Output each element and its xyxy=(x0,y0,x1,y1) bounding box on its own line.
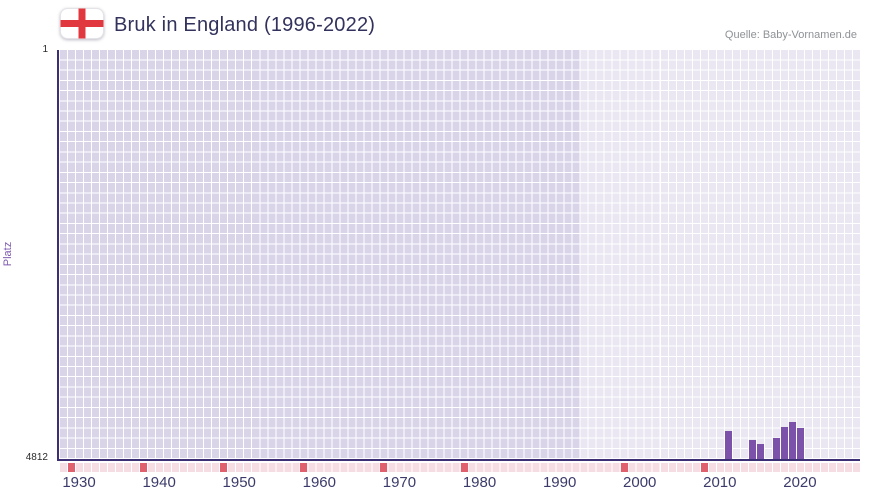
page-title: Bruk in England (1996-2022) xyxy=(114,14,376,36)
bar-2020[interactable] xyxy=(796,428,804,459)
y-axis-label: Platz xyxy=(2,241,15,267)
strip-mark-1998 xyxy=(620,463,628,472)
bar-2015[interactable] xyxy=(756,443,764,459)
bottom-strip xyxy=(59,463,860,472)
bar-2014[interactable] xyxy=(748,440,756,459)
highlight-band xyxy=(579,50,860,459)
x-tick-1930: 1930 xyxy=(62,474,96,491)
y-tick-max: 1 xyxy=(42,44,48,55)
strip-mark-1948 xyxy=(220,463,228,472)
bar-2011[interactable] xyxy=(724,430,732,459)
x-tick-1970: 1970 xyxy=(382,474,417,491)
bar-2017[interactable] xyxy=(772,437,780,459)
source-attribution: Quelle: Baby-Vornamen.de xyxy=(724,29,857,41)
x-tick-2020: 2020 xyxy=(783,474,817,491)
x-tick-1960: 1960 xyxy=(302,474,336,491)
strip-mark-1968 xyxy=(380,463,388,472)
y-tick-min: 4812 xyxy=(25,452,48,463)
x-tick-1980: 1980 xyxy=(462,474,497,491)
strip-mark-2008 xyxy=(700,463,708,472)
x-tick-1950: 1950 xyxy=(222,474,256,491)
bar-2018[interactable] xyxy=(780,427,788,459)
strip-mark-1938 xyxy=(140,463,148,472)
x-tick-2010: 2010 xyxy=(703,474,737,491)
x-tick-2000: 2000 xyxy=(623,474,657,491)
strip-mark-1978 xyxy=(460,463,468,472)
plot-area xyxy=(57,50,860,461)
x-axis: 1930 1940 1950 1960 1970 1980 1990 2000 2010 2020 xyxy=(59,474,860,492)
strip-mark-1929 xyxy=(68,463,75,472)
england-flag-icon xyxy=(60,8,104,39)
x-tick-1990: 1990 xyxy=(542,474,577,491)
x-tick-1940: 1940 xyxy=(142,474,176,491)
strip-mark-1958 xyxy=(300,463,308,472)
bar-2019[interactable] xyxy=(788,422,796,459)
